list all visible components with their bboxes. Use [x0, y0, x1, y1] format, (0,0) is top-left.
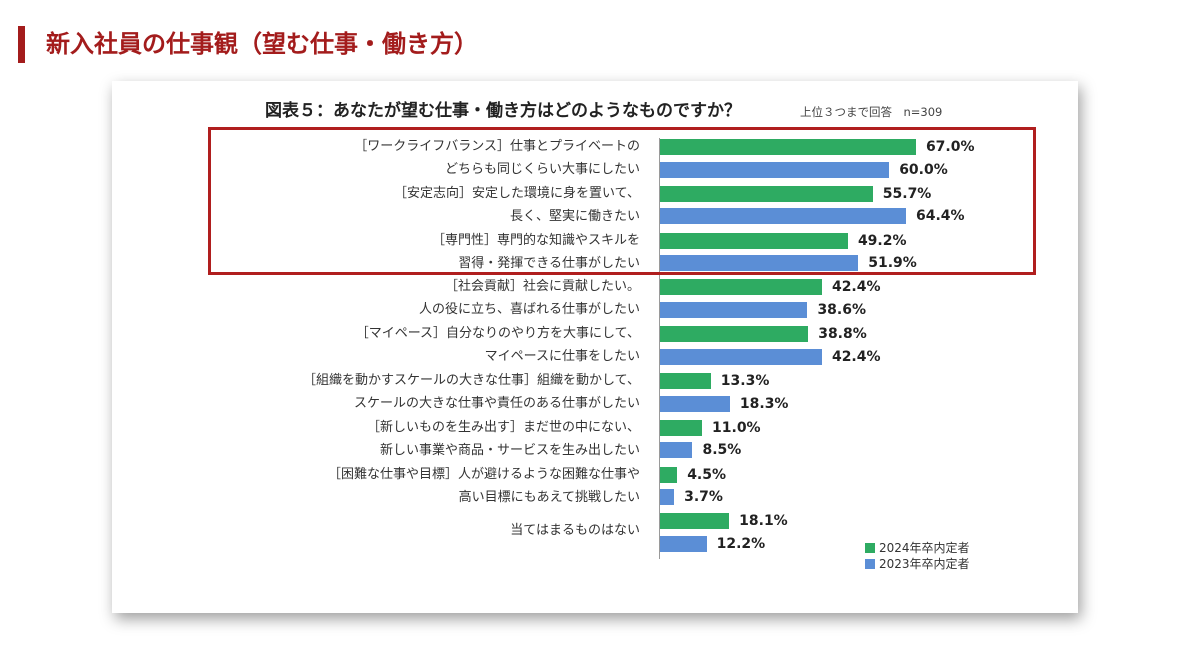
bar-2024 [660, 232, 848, 249]
bar-2024 [660, 279, 822, 296]
category-label: 人の役に立ち、喜ばれる仕事がしたい [418, 302, 640, 318]
chart-axis-line [659, 138, 660, 559]
category-label: どちらも同じくらい大事にしたい [444, 162, 640, 177]
bar-2024 [660, 139, 916, 155]
category-label: 高い目標にもあえて挑戦したい [458, 489, 640, 505]
chart-note: 上位３つまで回答 n=309 [800, 105, 943, 119]
bar-2024 [660, 326, 809, 343]
legend-item-2023: 2023年卒内定者 [865, 557, 970, 571]
bar-2024 [660, 466, 678, 483]
category-label: ［新しいものを生み出す］まだ世の中にない、 [366, 419, 640, 435]
data-label-2024: 49.2% [857, 232, 907, 249]
category-label: スケールの大きな仕事や責任のある仕事がしたい [353, 396, 640, 411]
bar-2024 [660, 419, 703, 436]
page-title: 新入社員の仕事観（望む仕事・働き方） [46, 30, 478, 58]
bar-2023 [660, 255, 859, 272]
category-label: 当てはまるものはない [510, 523, 640, 539]
bar-2023 [660, 395, 730, 412]
data-label-2024: 13.3% [720, 373, 770, 389]
title-accent-bar [18, 26, 25, 63]
data-label-2024: 42.4% [831, 279, 881, 296]
bar-2023 [660, 208, 906, 225]
category-label: ［社会貢献］社会に貢献したい。 [444, 279, 640, 295]
category-label: ［ワークライフバランス］仕事とプライベートの [354, 139, 640, 154]
bar-2023 [660, 489, 675, 506]
bar-2024 [660, 513, 730, 530]
data-label-2023: 18.3% [739, 395, 789, 412]
data-label-2023: 38.6% [817, 301, 867, 318]
legend-swatch-2024 [865, 543, 875, 553]
bar-2023 [660, 442, 693, 459]
data-label-2023: 51.9% [868, 255, 917, 272]
data-label-2024: 4.5% [687, 466, 727, 483]
bar-2023 [660, 535, 707, 552]
chart-card [112, 81, 1078, 613]
category-label: ［安定志向］安定した環境に身を置いて、 [394, 185, 640, 201]
category-label: ［専門性］専門的な知識やスキルを [431, 232, 640, 248]
data-label-2023: 8.5% [702, 442, 742, 459]
category-label: 長く、堅実に働きたい [509, 208, 640, 224]
legend-item-2024: 2024年卒内定者 [865, 541, 970, 555]
data-label-2024: 55.7% [882, 185, 932, 202]
data-label-2023: 12.2% [716, 535, 766, 552]
data-label-2024: 38.8% [818, 326, 867, 343]
category-label: 習得・発揮できる仕事がしたい [458, 255, 640, 271]
category-label: マイペースに仕事をしたい [484, 349, 640, 365]
chart-title: 図表５：あなたが望む仕事・働き方はどのようなものですか？ [265, 101, 741, 121]
category-label: ［困難な仕事や目標］人が避けるような困難な仕事や [327, 466, 640, 482]
legend-label-2024: 2024年卒内定者 [879, 541, 970, 555]
data-label-2024: 67.0% [925, 139, 975, 155]
data-label-2023: 3.7% [684, 489, 723, 506]
data-label-2024: 18.1% [739, 513, 788, 530]
bar-2024 [660, 373, 711, 389]
bar-2024 [660, 185, 873, 202]
category-label: ［マイペース］自分なりのやり方を大事にして、 [355, 326, 640, 342]
data-label-2023: 64.4% [916, 208, 965, 225]
legend-label-2023: 2023年卒内定者 [879, 557, 970, 571]
bar-2023 [660, 161, 890, 178]
category-label: ［組織を動かすスケールの大きな仕事］組織を動かして、 [303, 373, 640, 388]
legend-swatch-2023 [865, 559, 875, 569]
category-label: 新しい事業や商品・サービスを生み出したい [379, 442, 640, 458]
bar-2023 [660, 348, 822, 365]
data-label-2023: 60.0% [899, 161, 948, 178]
data-label-2023: 42.4% [831, 348, 881, 365]
bar-2023 [660, 301, 808, 318]
data-label-2024: 11.0% [712, 419, 761, 436]
